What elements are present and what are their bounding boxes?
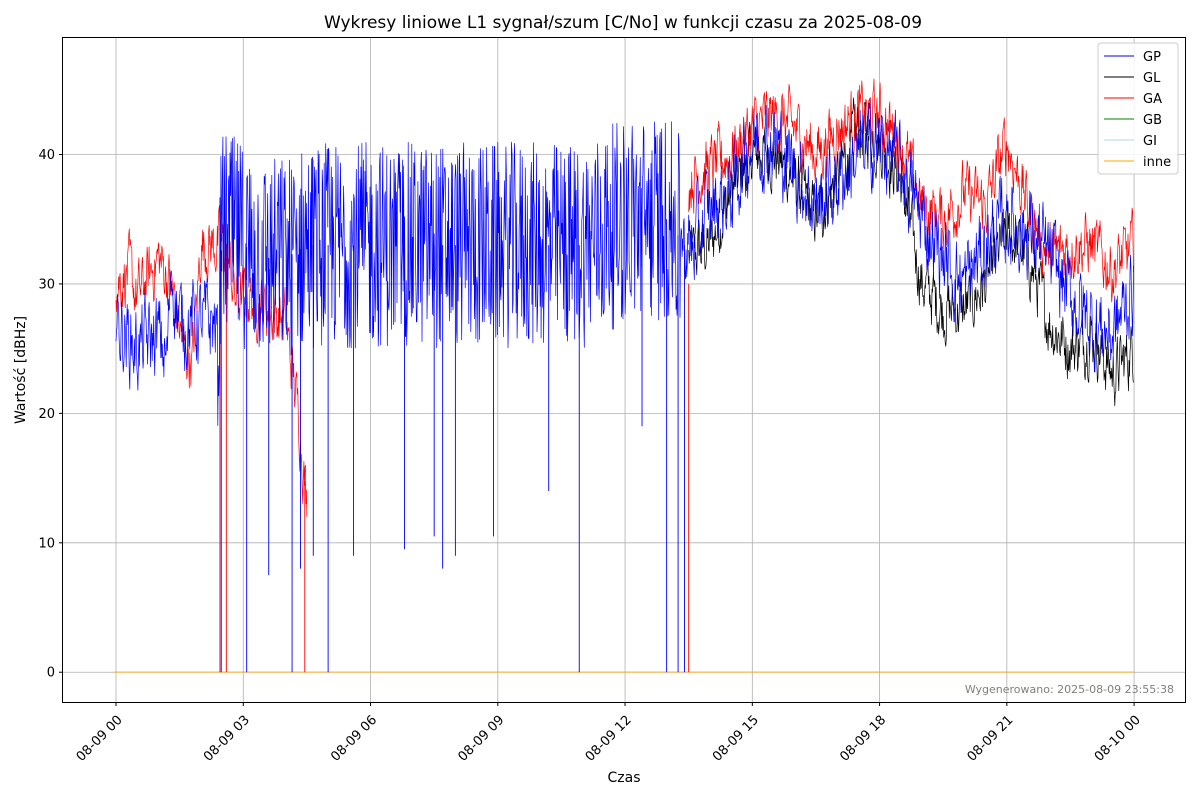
chart-title: Wykresy liniowe L1 sygnał/szum [C/No] w … [324, 13, 922, 33]
legend-label-gp: GP [1143, 50, 1161, 65]
series-layer [113, 78, 1135, 673]
y-tick-label: 30 [38, 277, 55, 292]
legend-label-gl: GL [1143, 71, 1161, 86]
y-axis-title: Wartość [dBHz] [13, 316, 29, 424]
legend-label-ga: GA [1143, 92, 1162, 107]
legend-label-gi: GI [1143, 134, 1157, 149]
legend-box [1097, 42, 1179, 175]
series-gl [688, 97, 1134, 407]
generated-timestamp: Wygenerowano: 2025-08-09 23:55:38 [965, 683, 1174, 696]
series-gp [115, 99, 1134, 673]
series-line-gp [115, 99, 1134, 426]
y-axis: 0 10 20 30 40 [38, 148, 63, 681]
legend: GP GL GA GB GI inne [1097, 42, 1179, 175]
legend-label-inne: inne [1143, 155, 1171, 170]
plot-frame [62, 37, 1186, 703]
legend-label-gb: GB [1143, 113, 1162, 128]
y-tick-label: 10 [38, 536, 55, 551]
y-tick-label: 0 [47, 666, 55, 681]
series-line-gl [688, 97, 1134, 407]
y-tick-label: 20 [38, 407, 55, 422]
y-tick-label: 40 [38, 148, 55, 163]
x-axis-title: Czas [608, 770, 641, 786]
